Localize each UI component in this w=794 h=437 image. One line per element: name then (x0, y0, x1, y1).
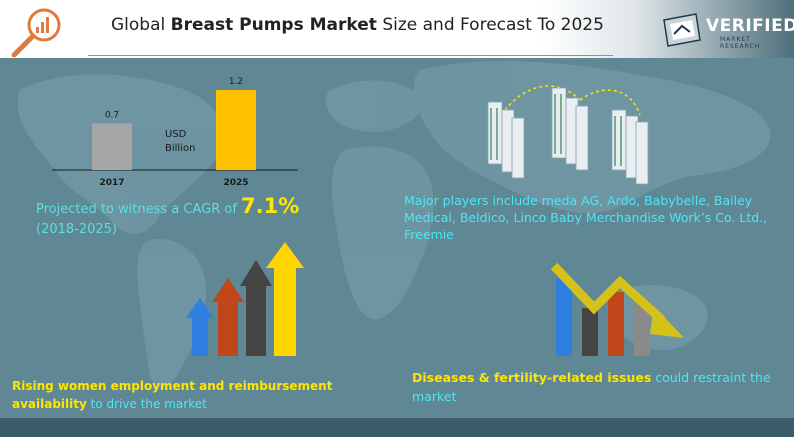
market-restraint-text: Diseases & fertility-related issues coul… (412, 368, 772, 406)
header-band (0, 0, 794, 58)
unit-label-line2: Billion (165, 143, 195, 154)
footer-band (0, 418, 794, 437)
buildings-icon (487, 85, 649, 185)
market-size-bar-chart: USD Billion 0.7 2017 1.2 2025 (52, 77, 298, 188)
growth-arrows-icon (186, 242, 304, 356)
data-label-2025: 1.2 (229, 77, 243, 87)
bar-2025 (216, 90, 256, 170)
logo-mark-icon (663, 13, 701, 47)
tick-label-2025: 2025 (223, 178, 248, 188)
page-title: Global Breast Pumps Market Size and Fore… (111, 15, 604, 35)
driver-highlight: Rising women employment and reimbursemen… (12, 379, 333, 411)
tick-label-2017: 2017 (99, 178, 124, 188)
restraint-highlight: Diseases & fertility-related issues (412, 370, 652, 385)
bar-2017 (92, 123, 132, 170)
cagr-value: 7.1% (241, 194, 300, 218)
key-players-text: Major players include meda AG, Ardo, Bab… (404, 193, 768, 242)
cagr-prefix: Projected to witness a CAGR of (36, 202, 242, 217)
driver-rest: to drive the market (86, 397, 207, 411)
logo-text: VERIFIED (706, 16, 794, 36)
cagr-statement: Projected to witness a CAGR of 7.1% (201… (36, 196, 299, 240)
cagr-period: (2018-2025) (36, 222, 118, 237)
restraint-rest: could restraint the market (412, 370, 771, 404)
company-logo: VERIFIED MARKET RESEARCH (660, 6, 794, 54)
logo-subtext: MARKET RESEARCH (720, 36, 761, 50)
magnifier-icon (11, 8, 61, 58)
unit-label-line1: USD (165, 129, 187, 140)
title-underline (88, 55, 613, 56)
market-driver-text: Rising women employment and reimbursemen… (12, 377, 342, 413)
decline-arrow-icon (550, 262, 684, 356)
data-label-2017: 0.7 (105, 110, 119, 120)
